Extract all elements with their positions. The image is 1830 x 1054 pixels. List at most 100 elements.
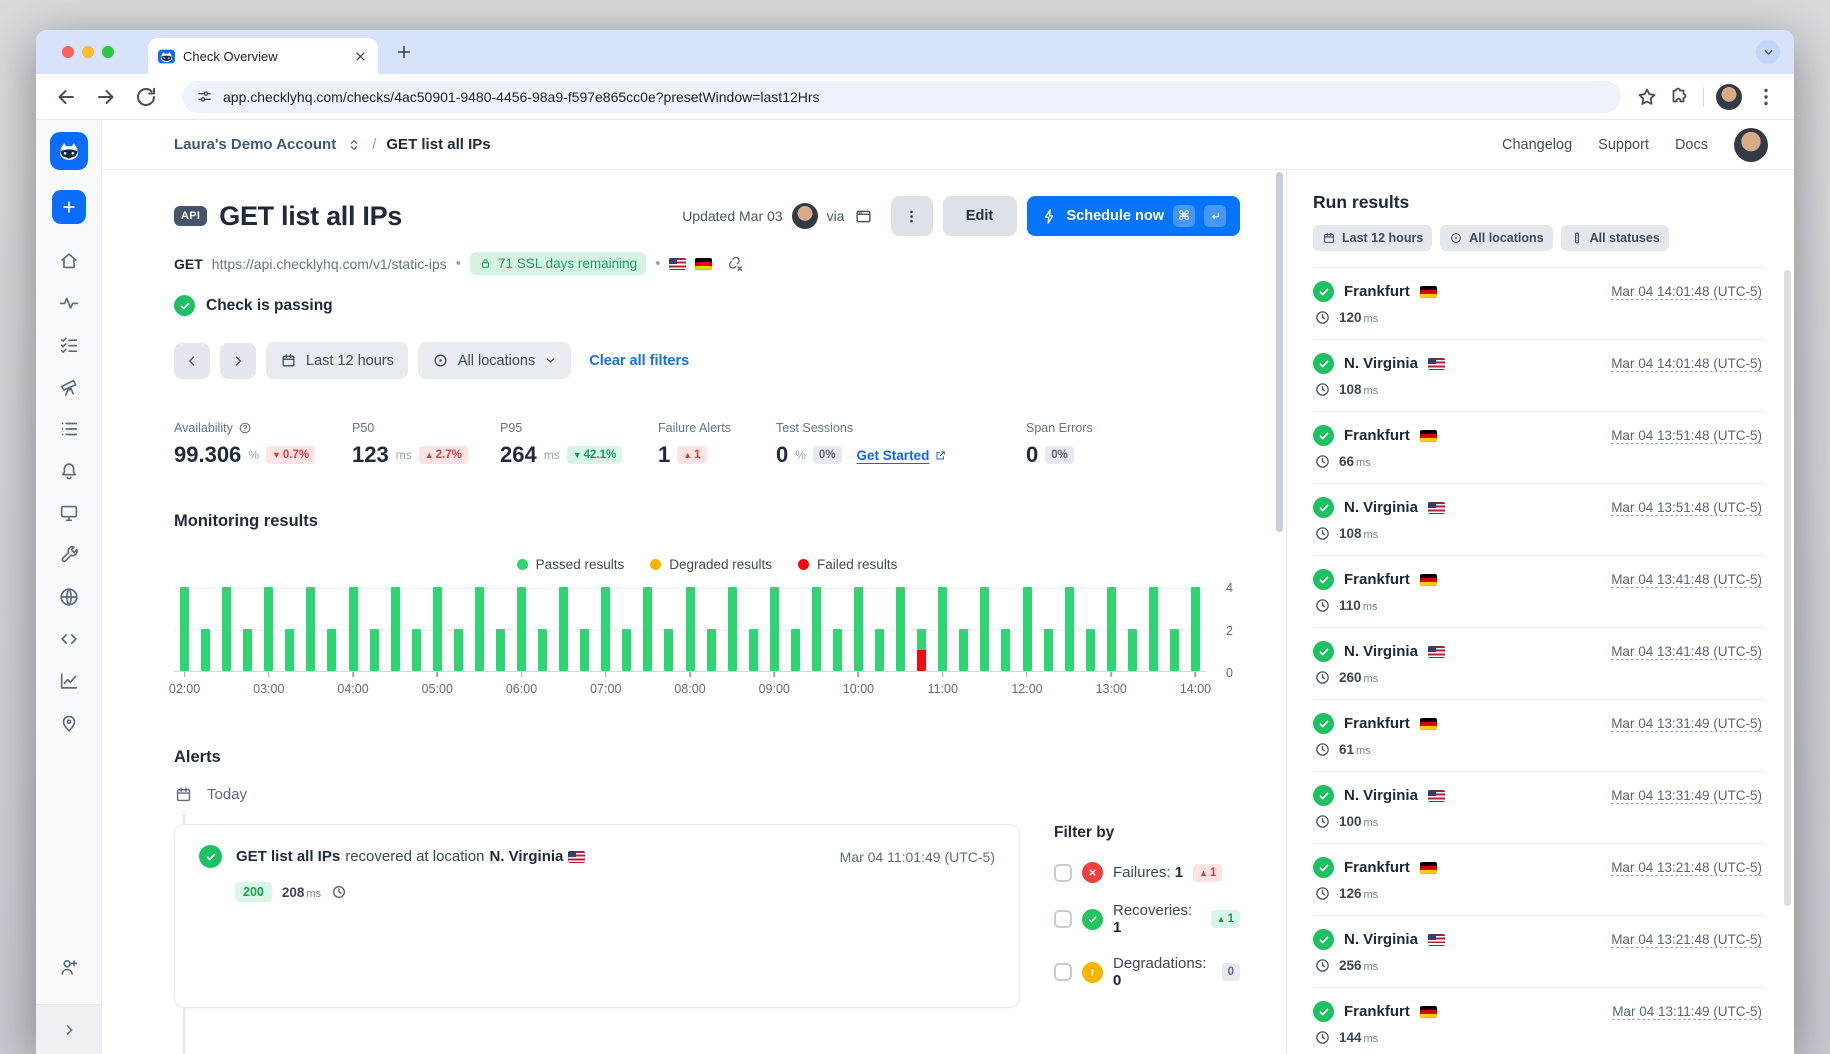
result-bar[interactable]	[538, 629, 548, 671]
result-bar[interactable]	[832, 629, 842, 671]
run-results-filter-all-locations[interactable]: All locations	[1440, 225, 1553, 251]
run-result-row[interactable]: N. Virginia Mar 04 14:01:48 (UTC-5) 108 ms	[1313, 340, 1764, 412]
result-bar[interactable]	[411, 629, 421, 671]
result-bar[interactable]	[559, 587, 569, 671]
address-bar[interactable]: app.checklyhq.com/checks/4ac50901-9480-4…	[182, 80, 1621, 113]
run-result-timestamp[interactable]: Mar 04 13:31:49 (UTC-5)	[1611, 788, 1762, 803]
run-results-filter-all-statuses[interactable]: All statuses	[1560, 225, 1669, 251]
result-bar[interactable]	[875, 629, 885, 671]
result-bar[interactable]	[327, 629, 337, 671]
site-settings-icon[interactable]	[196, 88, 213, 105]
result-bar[interactable]	[727, 587, 737, 671]
collapse-sidebar-button[interactable]	[36, 1004, 101, 1054]
result-bar[interactable]	[938, 587, 948, 671]
run-result-timestamp[interactable]: Mar 04 13:11:49 (UTC-5)	[1612, 1004, 1762, 1019]
filter-option-failed[interactable]: Failures: 1 ▲ 1	[1054, 862, 1240, 883]
time-forward-button[interactable]	[220, 342, 256, 379]
checkly-logo[interactable]	[49, 132, 88, 170]
run-result-row[interactable]: N. Virginia Mar 04 13:31:49 (UTC-5) 100 ms	[1313, 772, 1764, 844]
result-bar[interactable]	[1064, 587, 1074, 671]
maximize-window-button[interactable]	[102, 46, 114, 58]
result-bar[interactable]	[1043, 629, 1053, 671]
result-bar[interactable]	[201, 629, 211, 671]
run-result-row[interactable]: N. Virginia Mar 04 13:41:48 (UTC-5) 260 ms	[1313, 628, 1764, 700]
result-bar[interactable]	[1106, 587, 1116, 671]
create-new-button[interactable]	[51, 190, 86, 224]
result-bar[interactable]	[917, 629, 927, 671]
result-bar[interactable]	[474, 587, 484, 671]
nav-link-support[interactable]: Support	[1598, 136, 1649, 153]
result-bar[interactable]	[769, 587, 779, 671]
run-result-timestamp[interactable]: Mar 04 14:01:48 (UTC-5)	[1611, 356, 1762, 371]
browser-profile-avatar[interactable]	[1716, 83, 1742, 110]
result-bar[interactable]	[706, 629, 716, 671]
result-bar[interactable]	[264, 587, 274, 671]
result-bar[interactable]	[348, 587, 358, 671]
sidebar-item-bell[interactable]	[58, 460, 80, 482]
result-bar[interactable]	[306, 587, 316, 671]
run-result-timestamp[interactable]: Mar 04 13:21:48 (UTC-5)	[1611, 860, 1762, 875]
extensions-icon[interactable]	[1667, 85, 1691, 109]
result-bar[interactable]	[580, 629, 590, 671]
run-result-row[interactable]: Frankfurt Mar 04 13:41:48 (UTC-5) 110 ms	[1313, 556, 1764, 628]
run-result-row[interactable]: N. Virginia Mar 04 13:51:48 (UTC-5) 108 ms	[1313, 484, 1764, 556]
close-window-button[interactable]	[62, 46, 74, 58]
run-result-timestamp[interactable]: Mar 04 14:01:48 (UTC-5)	[1611, 284, 1762, 299]
result-bar[interactable]	[243, 629, 253, 671]
close-tab-icon[interactable]	[353, 49, 368, 64]
result-bar[interactable]	[643, 587, 653, 671]
run-result-row[interactable]: Frankfurt Mar 04 13:51:48 (UTC-5) 66 ms	[1313, 412, 1764, 484]
result-bar[interactable]	[1022, 587, 1032, 671]
tab-search-button[interactable]	[1756, 40, 1780, 64]
result-bar[interactable]	[664, 629, 674, 671]
run-result-row[interactable]: Frankfurt Mar 04 13:21:48 (UTC-5) 126 ms	[1313, 844, 1764, 916]
locations-filter[interactable]: All locations	[417, 342, 572, 379]
result-bar[interactable]	[790, 629, 800, 671]
sidebar-item-globe[interactable]	[58, 586, 80, 608]
reload-button[interactable]	[134, 85, 158, 109]
run-result-timestamp[interactable]: Mar 04 13:31:49 (UTC-5)	[1611, 716, 1762, 731]
time-back-button[interactable]	[174, 342, 210, 379]
sidebar-item-pulse[interactable]	[58, 292, 80, 314]
result-bar[interactable]	[432, 587, 442, 671]
checkbox[interactable]	[1054, 863, 1072, 882]
run-result-row[interactable]: N. Virginia Mar 04 13:21:48 (UTC-5) 256 ms	[1313, 916, 1764, 988]
filter-option-degraded[interactable]: Degradations: 0 0	[1054, 955, 1240, 989]
back-button[interactable]	[54, 85, 78, 109]
result-bar[interactable]	[1148, 587, 1158, 671]
run-result-timestamp[interactable]: Mar 04 13:41:48 (UTC-5)	[1611, 644, 1762, 659]
run-result-timestamp[interactable]: Mar 04 13:51:48 (UTC-5)	[1611, 428, 1762, 443]
checkbox[interactable]	[1054, 963, 1072, 981]
time-range-filter[interactable]: Last 12 hours	[266, 342, 408, 379]
run-result-row[interactable]: Frankfurt Mar 04 13:31:49 (UTC-5) 61 ms	[1313, 700, 1764, 772]
question-icon[interactable]	[238, 421, 252, 435]
result-bar[interactable]	[1191, 587, 1201, 671]
result-bar[interactable]	[685, 587, 695, 671]
result-bar[interactable]	[390, 587, 400, 671]
get-started-link[interactable]: Get Started	[857, 448, 948, 463]
minimize-window-button[interactable]	[82, 46, 94, 58]
result-bar[interactable]	[622, 629, 632, 671]
sidebar-item-checklist[interactable]	[58, 334, 80, 356]
result-bar[interactable]	[896, 587, 906, 671]
schedule-now-button[interactable]: Schedule now ⌘	[1026, 196, 1240, 236]
result-bar[interactable]	[222, 587, 232, 671]
more-options-button[interactable]	[890, 196, 933, 236]
user-plus-icon[interactable]	[58, 956, 80, 978]
run-result-timestamp[interactable]: Mar 04 13:51:48 (UTC-5)	[1611, 500, 1762, 515]
sidebar-item-wrench[interactable]	[58, 544, 80, 566]
result-bar[interactable]	[854, 587, 864, 671]
link-off-icon[interactable]	[725, 254, 744, 273]
checkbox[interactable]	[1054, 910, 1072, 928]
run-result-row[interactable]: Frankfurt Mar 04 13:11:49 (UTC-5) 144 ms	[1313, 988, 1764, 1054]
result-bar[interactable]	[959, 629, 969, 671]
alert-card[interactable]: GET list all IPs recovered at location N. …	[174, 824, 1020, 1008]
run-result-timestamp[interactable]: Mar 04 13:41:48 (UTC-5)	[1611, 572, 1762, 587]
sidebar-item-map-pin[interactable]	[58, 712, 80, 734]
result-bar[interactable]	[601, 587, 611, 671]
result-bar[interactable]	[1085, 629, 1095, 671]
result-bar[interactable]	[1127, 629, 1137, 671]
run-results-filter-last-12-hours[interactable]: Last 12 hours	[1313, 225, 1433, 251]
sidebar-item-home[interactable]	[58, 250, 80, 272]
browser-tab[interactable]: Check Overview	[148, 38, 378, 74]
